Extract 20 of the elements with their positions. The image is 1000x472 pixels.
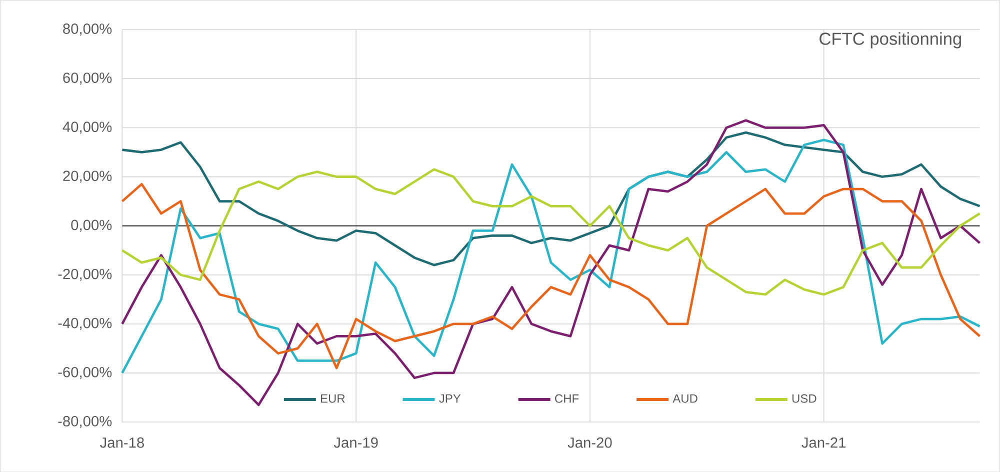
y-tick-label: -80,00% (58, 416, 112, 428)
chart-title: CFTC positionning (820, 32, 962, 48)
y-tick-label: 0,00% (71, 220, 112, 232)
y-tick-label: -60,00% (58, 366, 112, 379)
x-tick-label: Jan-18 (100, 437, 144, 448)
x-tick-label: Jan-21 (802, 437, 846, 448)
y-tick-label: 60,00% (63, 72, 112, 85)
x-tick-label: Jan-20 (568, 437, 612, 448)
y-tick-label: -40,00% (58, 318, 112, 330)
y-tick-label: 40,00% (62, 122, 112, 134)
legend-label: CHF (555, 394, 579, 403)
y-tick-label: 20,00% (63, 170, 112, 183)
legend-label: EUR (321, 394, 345, 403)
y-tick-label: 80,00% (63, 23, 112, 36)
line-series (121, 168, 981, 296)
legend-label: JPY (439, 394, 461, 403)
legend-label: AUD (672, 394, 698, 403)
legend-label: USD (792, 394, 816, 403)
x-tick-label: Jan-19 (334, 437, 378, 448)
y-tick-label: -20,00% (58, 268, 112, 281)
